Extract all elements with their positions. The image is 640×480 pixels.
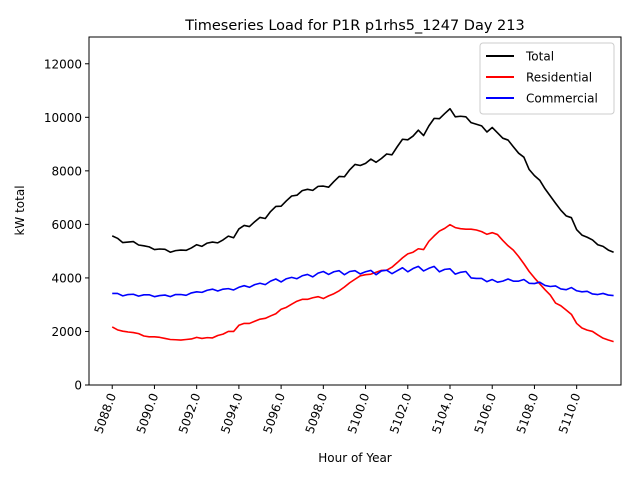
y-tick-label: 10000 bbox=[44, 111, 82, 125]
y-tick-label: 2000 bbox=[51, 325, 82, 339]
series-line-total bbox=[111, 107, 614, 254]
y-tick-label: 4000 bbox=[51, 271, 82, 285]
y-tick-label: 8000 bbox=[51, 164, 82, 178]
y-tick-label: 0 bbox=[74, 379, 82, 393]
legend-box bbox=[479, 42, 615, 115]
series-layer bbox=[111, 107, 614, 343]
y-tick-label: 12000 bbox=[44, 57, 82, 71]
x-axis-label: Hour of Year bbox=[318, 451, 392, 465]
y-axis-ticks: 0 2000 4000 6000 8000 10000 12000 bbox=[44, 57, 89, 393]
legend: Total Residential Commercial bbox=[479, 42, 615, 115]
plot-area-frame bbox=[88, 36, 622, 386]
series-line-commercial bbox=[112, 265, 614, 298]
chart-title: Timeseries Load for P1R p1rhs5_1247 Day … bbox=[184, 18, 524, 34]
legend-label-residential: Residential bbox=[526, 71, 592, 85]
y-tick-label: 6000 bbox=[51, 218, 82, 232]
series-line-residential bbox=[111, 223, 614, 343]
y-axis-label: kW total bbox=[13, 185, 27, 235]
legend-label-commercial: Commercial bbox=[526, 92, 598, 106]
legend-label-total: Total bbox=[525, 50, 554, 64]
